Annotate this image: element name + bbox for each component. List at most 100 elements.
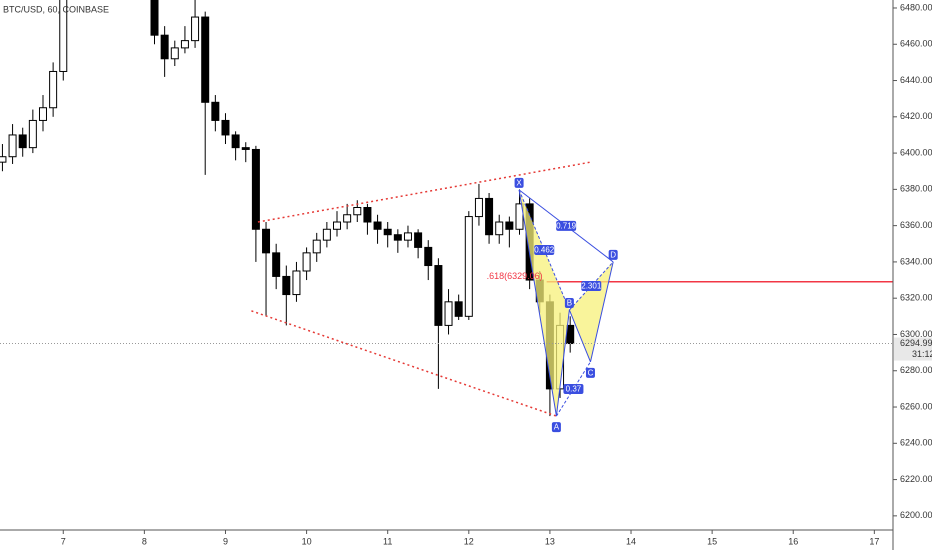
candle-body [221,119,230,136]
last-price-label: 6294.99 [900,338,932,348]
candle-body [403,232,412,241]
y-tick-label: 6320.00 [900,293,932,303]
ratio-box [556,220,577,231]
candle-body [282,275,291,296]
y-tick-label: 6400.00 [900,147,932,157]
candle-body [272,252,281,277]
candle-body [464,216,473,317]
y-tick-label: 6480.00 [900,2,932,12]
candle-body [160,34,169,60]
candle-body [474,197,483,218]
ratio-box [534,244,555,255]
pattern-leg [568,309,591,363]
x-tick-label: 15 [707,536,717,546]
candle-body [566,324,575,345]
last-price-box [894,337,932,361]
candle-body [353,207,362,216]
ratio-label: 0.462 [534,246,555,255]
x-tick-label: 13 [545,536,555,546]
candle-body [485,197,494,236]
ratio-box [581,280,602,291]
candle-body [393,234,402,241]
candle-body [59,0,68,72]
x-tick-label: 10 [302,536,312,546]
point-label: D [610,251,616,260]
x-tick-label: 12 [464,536,474,546]
y-tick-label: 6380.00 [900,184,932,194]
x-tick-label: 7 [61,536,66,546]
x-tick-label: 11 [383,536,392,546]
candle-body [0,156,7,163]
candle-body [28,119,37,149]
candle-body [231,134,240,149]
candle-body [191,16,200,42]
trendline [257,161,591,223]
point-label: A [554,423,560,432]
ratio-label: 2.301 [581,282,602,291]
candle-body [505,221,514,230]
candle-body [251,148,260,230]
candle-body [424,246,433,267]
x-tick-label: 17 [869,536,879,546]
y-tick-label: 6460.00 [900,39,932,49]
y-tick-label: 6300.00 [900,329,932,339]
x-tick-label: 8 [142,536,147,546]
candle-body [333,221,342,230]
pattern-leg [518,189,557,417]
y-tick-label: 6260.00 [900,401,932,411]
y-tick-label: 6240.00 [900,438,932,448]
y-tick-label: 6200.00 [900,510,932,520]
candle-body [49,70,58,109]
chart-title: BTC/USD, 60, COINBASE [3,4,109,14]
x-tick-label: 14 [626,536,636,546]
fib-label: .618(6329.06) [487,271,543,281]
pattern-xab [519,189,570,417]
candle-body [454,301,463,317]
x-tick-label: 9 [223,536,228,546]
candle-body [211,101,220,121]
candle-body [312,239,321,254]
candle-body [302,252,311,272]
countdown-label: 31:12 [912,349,932,359]
pattern-leg [589,261,614,362]
point-box [564,297,574,308]
candle-body [373,221,382,230]
candle-body [170,47,179,60]
y-tick-label: 6420.00 [900,111,932,121]
candle-body [343,214,352,223]
candle-body [180,40,189,49]
point-box [551,422,561,433]
point-label: B [567,299,572,308]
y-tick-label: 6360.00 [900,220,932,230]
point-label: X [516,179,522,188]
candle-body [444,301,453,326]
candle-body [383,228,392,236]
y-tick-label: 6440.00 [900,75,932,85]
ratio-box [563,383,584,394]
candle-body [18,134,27,149]
candle-body [495,221,504,236]
pattern-leg [555,309,570,417]
candle-body [363,207,372,223]
ratio-label: 0.37 [566,385,582,394]
y-tick-label: 6340.00 [900,256,932,266]
ratio-label: 0.719 [556,222,577,231]
candle-body [292,270,301,296]
point-box [514,177,524,188]
candle-body [434,265,443,326]
x-tick-label: 16 [788,536,798,546]
candle-body [262,228,271,254]
point-box [585,367,595,378]
candle-body [38,107,47,121]
trendline [251,310,557,417]
point-label: C [588,368,594,377]
candle-body [241,147,250,150]
y-tick-label: 6220.00 [900,474,932,484]
candle-body [8,134,17,158]
candle-body [414,232,423,248]
point-box [608,249,618,260]
candle-body [150,0,159,36]
candle-body [201,16,210,103]
y-tick-label: 6280.00 [900,365,932,375]
